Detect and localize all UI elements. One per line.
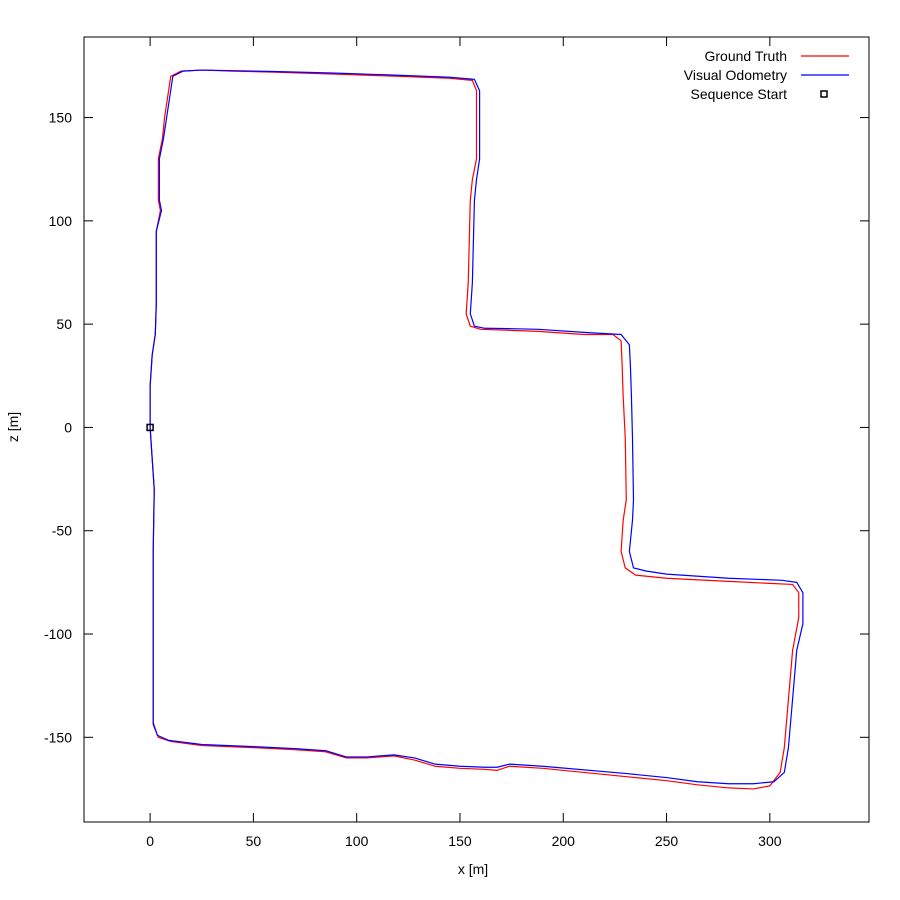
plot-frame — [83, 36, 870, 823]
legend-label-visual-odometry: Visual Odometry — [684, 67, 787, 83]
legend-label-sequence-start: Sequence Start — [690, 86, 787, 102]
x-tick-label: 300 — [758, 833, 782, 849]
y-tick-label: 50 — [56, 316, 72, 332]
x-axis-ticks: 0 50 100 150 200 250 300 — [146, 37, 782, 849]
legend-label-ground-truth: Ground Truth — [705, 48, 788, 64]
x-tick-label: 200 — [552, 833, 576, 849]
x-tick-label: 50 — [246, 833, 262, 849]
x-tick-label: 100 — [345, 833, 369, 849]
y-tick-label: 0 — [64, 419, 72, 435]
series-line-visual-odometry — [149, 69, 804, 785]
legend-swatch-sequence-start — [820, 90, 828, 98]
y-tick-label: -150 — [44, 729, 72, 745]
y-tick-label: -50 — [52, 523, 72, 539]
y-axis-ticks: -150 -100 -50 0 50 100 150 — [44, 110, 869, 745]
series-lines — [149, 69, 804, 790]
plot-border — [83, 36, 870, 823]
legend: Ground Truth Visual Odometry Sequence St… — [684, 48, 849, 102]
y-axis-title: z [m] — [5, 412, 21, 442]
x-tick-label: 250 — [655, 833, 679, 849]
y-tick-label: 150 — [49, 110, 73, 126]
markers — [146, 423, 154, 432]
marker-sequence-start — [146, 423, 154, 432]
x-axis-title: x [m] — [458, 861, 488, 877]
y-tick-label: -100 — [44, 626, 72, 642]
x-tick-label: 0 — [146, 833, 154, 849]
y-tick-label: 100 — [49, 213, 73, 229]
x-tick-label: 150 — [448, 833, 472, 849]
